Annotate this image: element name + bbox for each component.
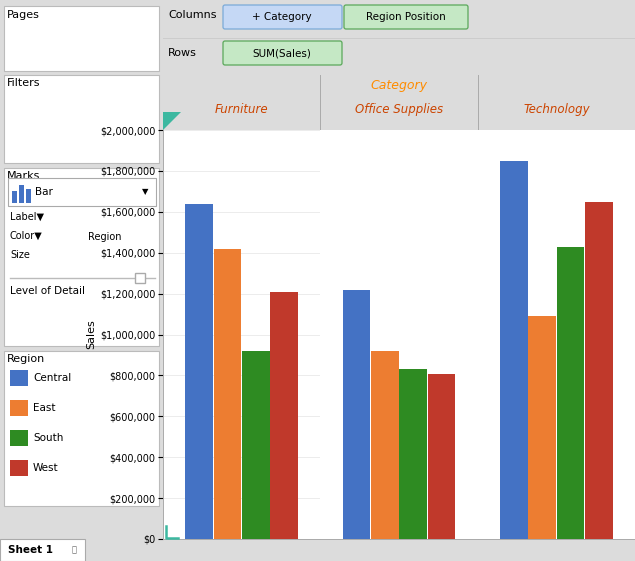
Bar <box>557 247 584 539</box>
Bar <box>52 229 158 245</box>
Bar <box>10 370 28 386</box>
Polygon shape <box>163 112 181 130</box>
Bar <box>343 289 370 539</box>
Text: Pages: Pages <box>7 10 40 20</box>
Text: 📊: 📊 <box>72 545 77 554</box>
Text: Filters: Filters <box>7 78 41 88</box>
Text: Bar: Bar <box>35 187 53 197</box>
Bar <box>8 291 156 341</box>
Text: Label▼: Label▼ <box>10 212 44 222</box>
Text: Office Supplies: Office Supplies <box>355 103 443 116</box>
Bar <box>4 6 159 71</box>
Text: ▼: ▼ <box>142 187 148 196</box>
Text: Sheet 1: Sheet 1 <box>8 545 53 555</box>
Bar <box>500 160 528 539</box>
Bar <box>399 369 427 539</box>
Y-axis label: Sales: Sales <box>86 320 96 350</box>
Bar <box>10 400 28 416</box>
Bar <box>585 201 613 539</box>
FancyBboxPatch shape <box>223 5 342 29</box>
Text: Furniture: Furniture <box>215 103 269 116</box>
Text: Rows: Rows <box>168 48 197 58</box>
Text: West: West <box>33 463 58 473</box>
Text: South: South <box>33 433 64 443</box>
Text: Level of Detail: Level of Detail <box>10 286 85 296</box>
Bar <box>371 351 399 539</box>
Bar <box>271 292 298 539</box>
Text: Technology: Technology <box>523 103 590 116</box>
Bar <box>242 351 270 539</box>
Bar <box>8 178 156 206</box>
Text: East: East <box>33 403 55 413</box>
Text: + Category: + Category <box>252 12 312 22</box>
Text: Columns: Columns <box>168 10 217 20</box>
Bar <box>19 185 24 203</box>
Bar <box>528 316 556 539</box>
Bar <box>10 430 28 446</box>
Bar <box>0 539 85 561</box>
Bar <box>4 168 159 346</box>
Text: Central: Central <box>33 373 71 383</box>
Text: SUM(Sales): SUM(Sales) <box>253 48 311 58</box>
Bar <box>4 75 159 163</box>
Text: Size: Size <box>10 250 30 260</box>
Bar <box>4 351 159 506</box>
Bar <box>52 210 158 226</box>
Text: Region: Region <box>7 354 45 364</box>
Text: Category: Category <box>370 79 427 92</box>
FancyBboxPatch shape <box>223 41 342 65</box>
Text: Marks: Marks <box>7 171 41 181</box>
Bar <box>52 248 158 264</box>
Bar <box>10 460 28 476</box>
Text: Region: Region <box>88 232 122 242</box>
Text: Color▼: Color▼ <box>10 231 43 241</box>
Text: Region Position: Region Position <box>366 12 446 22</box>
Bar <box>12 191 17 203</box>
Bar <box>214 249 241 539</box>
Bar <box>428 374 455 539</box>
FancyBboxPatch shape <box>344 5 468 29</box>
Bar <box>185 204 213 539</box>
Bar <box>26 189 31 203</box>
